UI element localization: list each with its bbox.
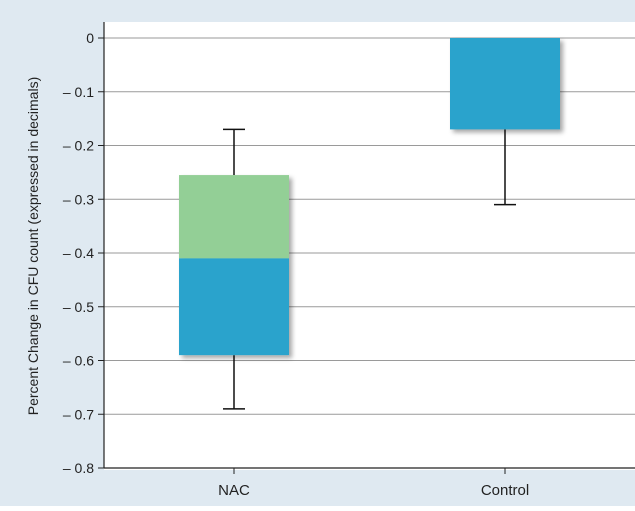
y-tick-label: – 0.4 (63, 245, 94, 261)
y-tick-label: – 0.7 (63, 406, 94, 422)
tick-labels: 0 – 0.1 – 0.2 – 0.3 – 0.4 – 0.5 – 0.6 – 0.7 – 0.… (63, 30, 529, 499)
y-tick-label: – 0.1 (63, 84, 94, 100)
y-tick-label: – 0.3 (63, 191, 94, 207)
upper-quartile-box (179, 175, 289, 259)
y-tick-label: – 0.2 (63, 138, 94, 154)
lower-quartile-box (450, 38, 560, 130)
box-control (450, 38, 560, 206)
x-tick-label: NAC (218, 482, 250, 499)
box-body (179, 175, 289, 356)
y-axis-label: Percent Change in CFU count (expressed i… (25, 77, 41, 416)
y-tick-label: – 0.6 (63, 353, 94, 369)
y-tick-label: – 0.8 (63, 460, 94, 476)
lower-quartile-box (179, 258, 289, 356)
y-tick-label: 0 (86, 30, 94, 46)
boxes (179, 38, 560, 410)
y-tick-label: – 0.5 (63, 299, 94, 315)
axes (98, 22, 635, 474)
box-body (450, 38, 560, 130)
x-tick-label: Control (481, 482, 529, 499)
box-nac (179, 128, 289, 410)
